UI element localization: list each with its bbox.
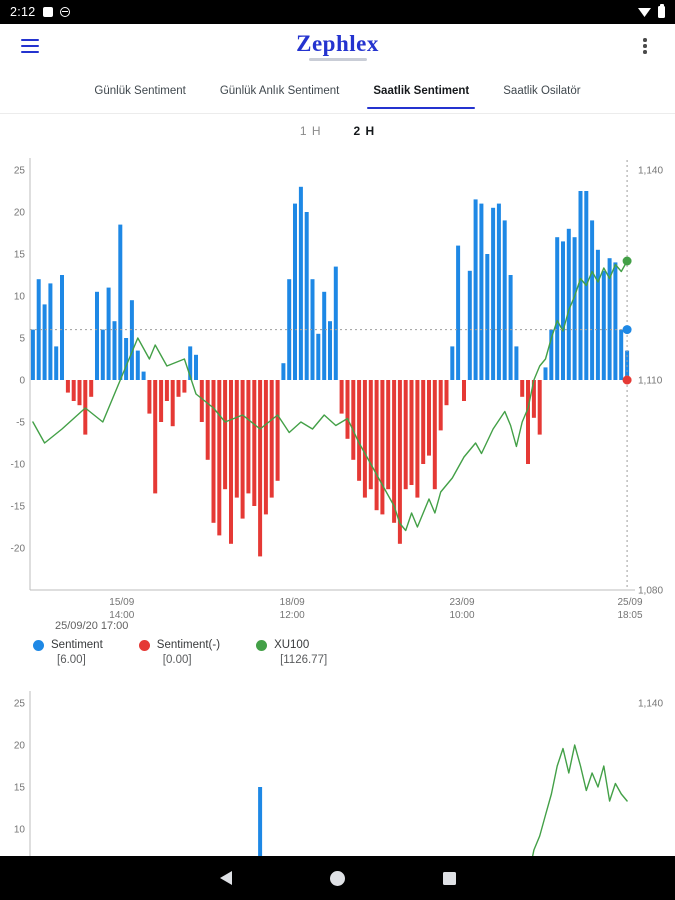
svg-text:25: 25 [14,166,26,177]
wifi-icon [638,8,651,17]
svg-text:25/09: 25/09 [617,597,642,608]
tab-gunluk-anlik-sentiment[interactable]: Günlük Anlık Sentiment [219,84,340,97]
timeframe-1h[interactable]: 1 H [299,124,322,138]
svg-text:25: 25 [14,699,26,710]
hourly-sentiment-chart[interactable]: 25 20 15 10 5 0 -5 -10 -15 -20 1,140 1,110 1,080 15/0… [0,148,675,618]
tab-saatlik-sentiment[interactable]: Saatlik Sentiment [367,68,476,113]
legend-items: Sentiment [6.00] Sentiment(-) [0.00] XU1… [33,639,675,666]
svg-text:1,140: 1,140 [638,166,663,177]
photo-notification-icon [42,7,53,17]
hamburger-icon [21,39,39,53]
legend-sentiment-negative-value: [0.00] [162,654,192,666]
svg-text:23/09: 23/09 [449,597,474,608]
svg-text:18/09: 18/09 [280,597,305,608]
legend-sentiment-name: Sentiment [51,639,103,651]
tab-bar: Günlük Sentiment Günlük Anlık Sentiment … [0,68,675,114]
battery-icon [658,4,665,18]
svg-text:18:05: 18:05 [617,610,642,618]
app-bar: Zephlex [0,24,675,68]
svg-text:1,080: 1,080 [638,586,663,597]
svg-text:20: 20 [14,741,26,752]
android-nav-bar [0,856,675,900]
timeframe-toggle: 1 H 2 H [0,114,675,148]
svg-text:-20: -20 [11,544,26,555]
title-wrap: Zephlex [48,30,627,61]
svg-text:15: 15 [14,783,26,794]
legend-item-xu100[interactable]: XU100 [1126.77] [256,639,327,666]
svg-text:1,140: 1,140 [638,699,663,710]
menu-button[interactable] [12,28,48,64]
more-options-button[interactable] [627,28,663,64]
kebab-icon [643,38,647,54]
svg-text:-10: -10 [11,460,26,471]
legend-item-sentiment-negative[interactable]: Sentiment(-) [0.00] [138,639,221,666]
sentiment-dot-icon [33,640,44,651]
recents-icon[interactable] [442,871,456,885]
xu100-dot-icon [256,640,268,651]
svg-text:10:00: 10:00 [449,610,474,618]
legend-timestamp: 25/09/20 17:00 [55,620,129,632]
legend-sentiment-value: [6.00] [57,654,86,666]
home-icon[interactable] [329,870,345,886]
chart-legend: 25/09/20 17:00 Sentiment [6.00] Sentimen… [0,618,675,676]
clock: 2:12 [10,5,36,19]
svg-text:0: 0 [19,376,25,387]
svg-text:5: 5 [19,334,25,345]
timeframe-2h[interactable]: 2 H [353,124,376,138]
svg-text:10: 10 [14,292,26,303]
svg-text:15: 15 [14,250,26,261]
svg-text:1,110: 1,110 [638,376,663,387]
legend-sentiment-negative-name: Sentiment(-) [156,639,221,651]
status-bar-left: 2:12 [10,5,70,19]
svg-text:-5: -5 [16,418,25,429]
svg-text:10: 10 [14,825,26,836]
status-bar-right [638,4,665,18]
tab-saatlik-osilator[interactable]: Saatlik Osilatör [503,84,581,97]
sentiment-negative-dot-icon [138,640,150,651]
svg-text:12:00: 12:00 [280,610,305,618]
back-icon[interactable] [219,871,232,885]
legend-xu100-name: XU100 [274,639,310,651]
legend-xu100-value: [1126.77] [280,654,328,666]
tab-gunluk-sentiment[interactable]: Günlük Sentiment [94,84,186,97]
svg-text:20: 20 [14,208,26,219]
svg-text:15/09: 15/09 [109,597,134,608]
svg-text:14:00: 14:00 [109,610,134,618]
svg-text:-15: -15 [11,502,26,513]
legend-item-sentiment[interactable]: Sentiment [6.00] [33,639,103,666]
app-title: Zephlex [296,30,379,56]
app-subtitle-decoration [308,57,367,61]
do-not-disturb-icon [59,7,70,17]
status-bar: 2:12 [0,0,675,24]
